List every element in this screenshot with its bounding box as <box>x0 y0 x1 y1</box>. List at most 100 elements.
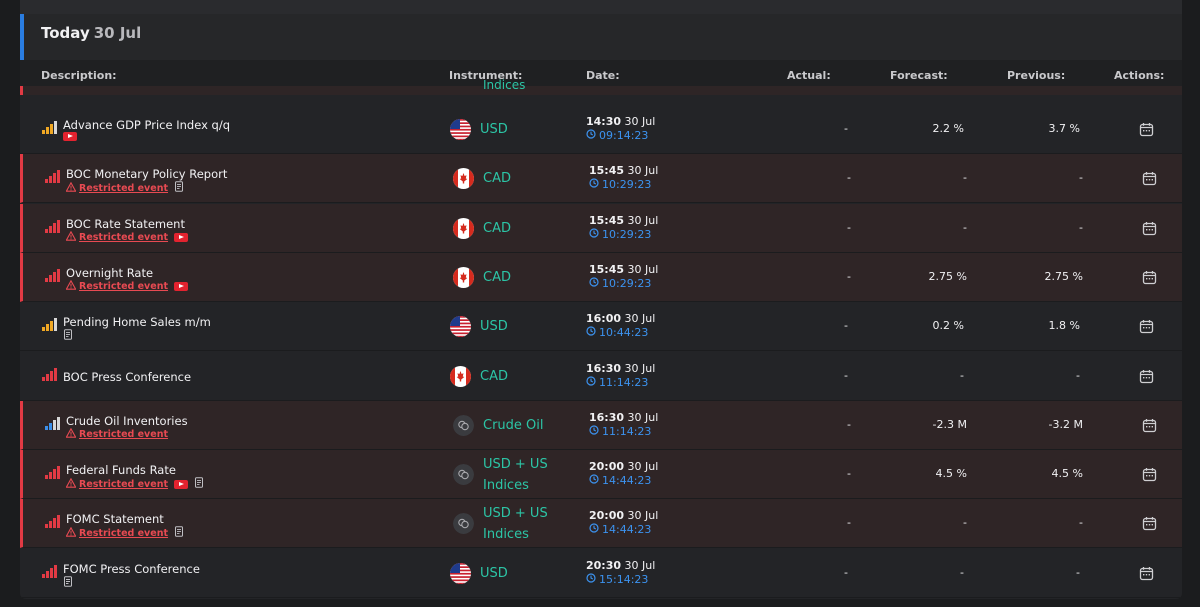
restricted-label: Restricted event <box>79 182 169 194</box>
instrument[interactable]: CAD <box>483 267 511 288</box>
event-name[interactable]: BOC Monetary Policy Report <box>66 167 228 182</box>
event-hour: 15:45 <box>589 262 625 276</box>
countdown-value: 09:14:23 <box>599 129 649 142</box>
instrument-line: Indices <box>483 527 529 543</box>
event-row[interactable]: BOC Rate Statement Restricted event CAD 15:… <box>20 203 1182 253</box>
event-name[interactable]: Advance GDP Price Index q/q <box>63 118 231 132</box>
previous-value: - <box>1076 368 1080 382</box>
restricted-event-link[interactable]: Restricted event <box>65 477 168 491</box>
event-row[interactable]: FOMC Press Conference USD 20:30 30 Jul 15:1… <box>20 548 1182 598</box>
instrument[interactable]: USD <box>480 563 508 584</box>
youtube-icon[interactable] <box>174 479 189 489</box>
document-icon[interactable] <box>174 181 184 195</box>
clock-icon <box>589 523 599 536</box>
restricted-label: Restricted event <box>79 231 169 243</box>
event-time: 15:45 30 Jul <box>589 214 658 227</box>
event-row[interactable]: Advance GDP Price Index q/q USD 14:30 30 J… <box>20 105 1182 154</box>
canada-flag-icon <box>453 217 474 239</box>
forecast-value: - <box>963 220 967 234</box>
event-row[interactable]: Pending Home Sales m/m USD 16:00 30 Jul 10:… <box>20 302 1182 352</box>
coins-icon <box>453 513 474 535</box>
restricted-event-link[interactable]: Restricted event <box>65 181 169 195</box>
day-date: 30 Jul <box>93 24 142 42</box>
instrument-line: CAD <box>483 220 511 236</box>
restricted-event-link[interactable]: Restricted event <box>65 230 169 244</box>
us-flag-icon <box>450 562 471 584</box>
event-hour: 16:30 <box>586 361 622 375</box>
previous-value: - <box>1079 516 1083 530</box>
event-row[interactable]: Federal Funds Rate Restricted event USD + … <box>20 450 1182 500</box>
chevron-up-icon[interactable]: ⌃ <box>1161 0 1172 8</box>
column-actions: Actions: <box>1114 69 1165 82</box>
actual-value: - <box>844 319 848 333</box>
restricted-event-link[interactable]: Restricted event <box>65 279 169 293</box>
us-flag-icon <box>450 119 471 140</box>
instrument[interactable]: Crude Oil <box>483 415 544 436</box>
event-row[interactable]: BOC Press Conference CAD 16:30 30 Jul 11:14… <box>20 351 1182 401</box>
event-tags <box>63 329 73 343</box>
event-hour: 20:00 <box>589 509 625 523</box>
previous-value: - <box>1076 565 1080 579</box>
event-time: 20:00 30 Jul <box>589 509 658 522</box>
countdown: 14:44:23 <box>589 523 651 536</box>
restricted-label: Restricted event <box>79 280 169 292</box>
canada-flag-icon <box>453 266 474 288</box>
event-date: 30 Jul <box>624 115 656 128</box>
instrument[interactable]: CAD <box>480 366 508 387</box>
document-icon[interactable] <box>174 526 184 540</box>
event-row[interactable]: FOMC Statement Restricted event USD + US In… <box>20 499 1182 549</box>
instrument[interactable]: USD + US Indices <box>483 503 548 545</box>
forecast-value: -2.3 M <box>932 417 967 431</box>
event-tags: Restricted event <box>65 279 189 293</box>
event-tags: Restricted event <box>65 230 189 244</box>
instrument[interactable]: CAD <box>483 218 511 239</box>
column-date: Date: <box>586 69 620 82</box>
event-date: 30 Jul <box>627 509 659 523</box>
event-hour: 15:45 <box>589 213 625 227</box>
event-name[interactable]: Pending Home Sales m/m <box>63 315 211 330</box>
document-icon[interactable] <box>63 329 73 343</box>
event-date: 30 Jul <box>624 312 656 326</box>
restricted-event-link[interactable]: Restricted event <box>65 526 168 540</box>
event-name[interactable]: Overnight Rate <box>66 265 154 280</box>
day-title: Today 30 Jul <box>41 24 141 42</box>
event-hour: 16:30 <box>589 410 625 424</box>
youtube-icon[interactable] <box>174 232 189 242</box>
event-name[interactable]: Crude Oil Inventories <box>66 413 188 428</box>
document-icon[interactable] <box>63 575 73 590</box>
clock-icon <box>586 326 596 339</box>
document-icon[interactable] <box>194 477 204 491</box>
instrument-line: USD <box>480 565 508 581</box>
event-name[interactable]: BOC Press Conference <box>63 369 192 384</box>
event-name[interactable]: BOC Rate Statement <box>66 216 185 231</box>
day-header: Today 30 Jul <box>20 14 1182 60</box>
countdown-value: 14:44:23 <box>602 474 652 488</box>
previous-value: - <box>1079 171 1083 185</box>
forecast-value: 0.2 % <box>932 319 964 333</box>
event-date: 30 Jul <box>627 213 659 227</box>
event-name[interactable]: FOMC Press Conference <box>63 561 200 576</box>
instrument[interactable]: USD <box>480 119 508 140</box>
countdown-value: 11:14:23 <box>599 375 649 389</box>
youtube-icon[interactable] <box>174 281 189 291</box>
countdown-value: 11:14:23 <box>602 424 652 438</box>
forecast-value: - <box>960 368 964 382</box>
instrument-line: Indices <box>483 478 529 494</box>
impact-bars-icon <box>45 268 60 282</box>
event-row[interactable]: Overnight Rate Restricted event CAD 15:45 3… <box>20 252 1182 302</box>
event-name[interactable]: Federal Funds Rate <box>66 463 176 478</box>
column-instrument: Instrument: <box>449 69 523 82</box>
instrument[interactable]: USD + US Indices <box>483 454 548 496</box>
instrument[interactable]: USD <box>480 316 508 337</box>
event-row[interactable]: Crude Oil Inventories Restricted event Cru… <box>20 400 1182 450</box>
instrument[interactable]: CAD <box>483 168 511 189</box>
partial-row-instrument: Indices <box>483 78 526 92</box>
event-time: 20:00 30 Jul <box>589 460 658 473</box>
youtube-icon[interactable] <box>63 132 77 141</box>
restricted-event-link[interactable]: Restricted event <box>65 427 168 441</box>
countdown: 09:14:23 <box>586 129 648 142</box>
event-row[interactable]: BOC Monetary Policy Report Restricted eve… <box>20 154 1182 204</box>
forecast-value: - <box>963 171 967 185</box>
warning-icon <box>65 230 77 244</box>
event-name[interactable]: FOMC Statement <box>66 512 164 527</box>
